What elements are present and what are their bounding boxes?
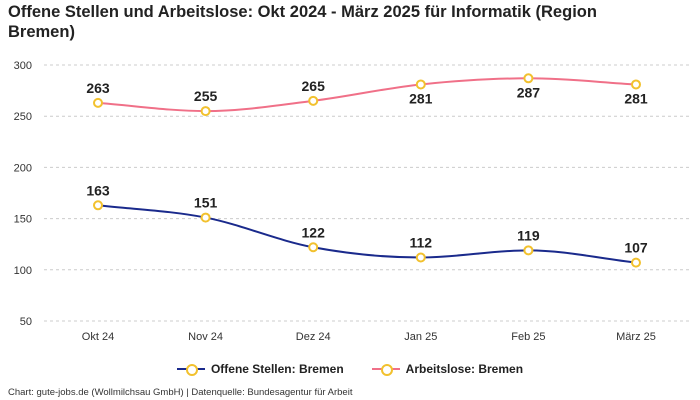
y-axis-ticks: 50 100 150 200 250 300 [14,60,32,328]
data-label-offene-stellen: 107 [624,240,648,256]
legend-swatch-arbeitslose [371,363,400,376]
data-label-offene-stellen: 112 [410,235,433,251]
legend-item-arbeitslose[interactable]: Arbeitslose: Bremen [371,362,524,376]
data-label-offene-stellen: 122 [302,224,326,240]
data-label-arbeitslose: 287 [517,84,541,100]
y-tick-label: 200 [14,162,32,174]
marker-offene-stellen[interactable] [93,200,103,211]
data-label-offene-stellen: 151 [194,195,218,211]
marker-offene-stellen[interactable] [415,252,426,263]
data-markers [93,73,641,268]
marker-offene-stellen[interactable] [523,245,534,256]
x-tick-label: Okt 24 [82,331,114,343]
data-label-offene-stellen: 163 [86,182,110,198]
line-chart: 50 100 150 200 250 300 Okt 24 Nov 24 Dez 24 Jan … [14,60,690,343]
marker-arbeitslose[interactable] [200,106,211,117]
chart-footer: Chart: gute-jobs.de (Wollmilchsau GmbH) … [8,387,353,398]
marker-arbeitslose[interactable] [523,73,534,84]
data-label-arbeitslose: 255 [194,88,218,104]
series-line-offene-stellen [97,204,637,264]
series-lines [97,77,637,264]
marker-arbeitslose[interactable] [415,79,426,90]
legend-swatch-offene-stellen [176,363,205,376]
chart-title: Offene Stellen und Arbeitslose: Okt 2024… [8,3,597,41]
legend-item-offene-stellen[interactable]: Offene Stellen: Bremen [176,362,344,376]
x-axis-ticks: Okt 24 Nov 24 Dez 24 Jan 25 Feb 25 März 25 [82,331,656,343]
data-labels: 163 151 122 112 119 107 263 255 265 281 287 281 [86,78,648,256]
data-label-arbeitslose: 263 [86,80,110,96]
data-label-offene-stellen: 119 [517,227,540,243]
data-label-arbeitslose: 281 [409,90,433,106]
series-line-arbeitslose [97,77,637,113]
legend-label-arbeitslose: Arbeitslose: Bremen [405,362,524,376]
marker-offene-stellen[interactable] [200,212,211,223]
marker-offene-stellen[interactable] [631,257,641,268]
y-tick-label: 100 [14,265,32,277]
x-tick-label: Nov 24 [188,331,223,343]
legend: Offene Stellen: Bremen Arbeitslose: Brem… [0,362,700,376]
y-tick-label: 300 [14,60,32,72]
data-label-arbeitslose: 265 [302,78,326,94]
y-tick-label: 250 [14,111,32,123]
x-tick-label: Jan 25 [404,331,437,343]
data-label-arbeitslose: 281 [624,90,648,106]
y-tick-label: 50 [20,316,32,328]
x-tick-label: März 25 [616,331,656,343]
y-tick-label: 150 [14,214,32,226]
x-tick-label: Dez 24 [296,331,331,343]
legend-label-offene-stellen: Offene Stellen: Bremen [210,362,344,376]
marker-arbeitslose[interactable] [308,95,319,106]
marker-arbeitslose[interactable] [93,97,103,108]
marker-offene-stellen[interactable] [308,242,319,253]
marker-arbeitslose[interactable] [631,79,641,90]
gridlines [44,64,690,322]
x-tick-label: Feb 25 [511,331,545,343]
